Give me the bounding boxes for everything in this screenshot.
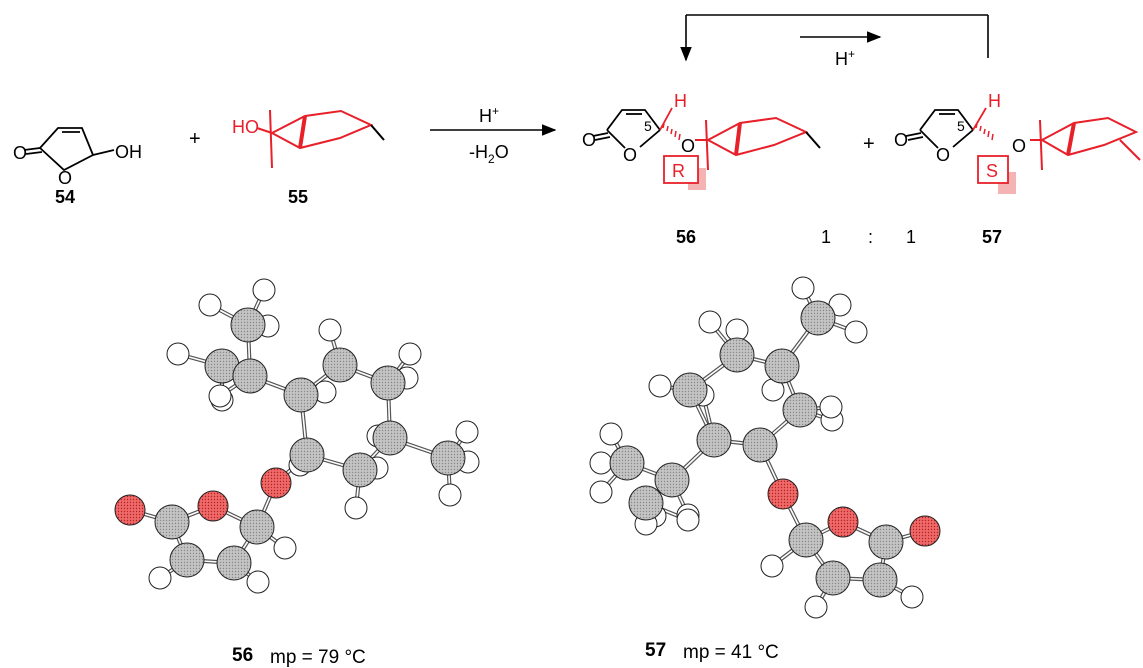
carbon-atom <box>719 337 755 373</box>
compound-56-ether-o: O <box>681 136 695 156</box>
arrow-catalyst: H+ <box>479 104 499 126</box>
carbon-atom <box>609 445 645 481</box>
hydrogen-atom <box>246 570 270 594</box>
carbon-atom <box>289 437 325 473</box>
compound-56-position: 5 <box>644 118 652 134</box>
oxygen-atom <box>114 494 146 526</box>
compound-56-ring-o: O <box>623 145 637 165</box>
carbon-atom <box>628 485 664 521</box>
compound-56-number: 56 <box>676 227 696 247</box>
compound-54-hydroxyl: OH <box>115 142 142 162</box>
hydrogen-atom <box>804 595 828 619</box>
carbon-atom <box>800 300 836 336</box>
ball-stick-model-57 <box>589 276 941 619</box>
carbon-atom <box>654 462 690 498</box>
compound-54-ring-o: O <box>58 168 72 188</box>
carbon-atom <box>283 377 319 413</box>
plus-sign-2: + <box>863 133 875 155</box>
hydrogen-atom <box>819 395 843 419</box>
compound-55-hydroxyl: HO <box>232 117 259 137</box>
carbon-atom <box>370 365 406 401</box>
hydrogen-atom <box>599 422 623 446</box>
compound-56-carbonyl-o: O <box>582 130 596 150</box>
carbon-atom <box>342 452 378 488</box>
hydrogen-atom <box>589 451 613 475</box>
carbon-atom <box>169 542 205 578</box>
carbon-atom <box>868 524 904 560</box>
hydrogen-atom <box>438 483 462 507</box>
compound-56-structure <box>592 107 821 190</box>
hydrogen-atom <box>791 276 815 300</box>
compound-57-structure <box>905 107 1141 194</box>
ratio-colon: : <box>868 227 873 247</box>
equilibrium-catalyst: H+ <box>835 47 855 69</box>
compound-55-number: 55 <box>288 187 308 207</box>
carbon-atom <box>372 420 408 456</box>
caption-56-mp: mp = 79 °C <box>270 647 366 668</box>
hydrogen-atom <box>398 342 422 366</box>
caption-57-number: 57 <box>645 640 666 661</box>
hydrogen-atom <box>698 310 722 334</box>
carbon-atom <box>239 509 275 545</box>
carbon-atom <box>862 562 898 598</box>
hydrogen-atom <box>166 342 190 366</box>
hydrogen-atom <box>455 420 479 444</box>
caption-56-number: 56 <box>232 645 253 666</box>
oxygen-atom <box>260 467 292 499</box>
carbon-atom <box>230 307 266 343</box>
ratio-left: 1 <box>821 227 831 247</box>
compound-57-carbonyl-o: O <box>894 130 908 150</box>
carbon-atom <box>232 358 268 394</box>
hydrogen-atom <box>318 318 342 342</box>
plus-sign-1: + <box>189 128 201 150</box>
hydrogen-atom <box>844 320 868 344</box>
compound-54-carbonyl-o: O <box>13 143 27 163</box>
compound-56-config: R <box>672 161 685 181</box>
compound-57-ring-o: O <box>936 145 950 165</box>
carbon-atom <box>782 392 818 428</box>
caption-57-mp: mp = 41 °C <box>683 642 779 663</box>
compound-56-h: H <box>674 91 687 111</box>
hydrogen-atom <box>208 384 232 408</box>
hydrogen-atom <box>252 278 276 302</box>
ball-stick-model-56 <box>114 278 480 594</box>
carbon-atom <box>216 545 252 581</box>
equilibrium-bracket <box>680 14 989 62</box>
carbon-atom <box>815 560 851 596</box>
hydrogen-atom <box>344 496 368 520</box>
hydrogen-atom <box>198 293 222 317</box>
oxygen-atom <box>767 478 799 510</box>
hydrogen-atom <box>273 536 297 560</box>
oxygen-atom <box>909 515 941 547</box>
oxygen-atom <box>827 506 859 538</box>
oxygen-atom <box>197 490 229 522</box>
hydrogen-atom <box>148 566 172 590</box>
compound-57-position: 5 <box>957 118 965 134</box>
compound-57-ether-o: O <box>1012 136 1026 156</box>
compound-54-structure <box>23 127 115 172</box>
compound-55-methyl <box>370 124 385 141</box>
carbon-atom <box>742 427 778 463</box>
compound-57-config: S <box>986 161 998 181</box>
arrow-byproduct: -H2O <box>469 142 509 166</box>
compound-57-number: 57 <box>982 227 1002 247</box>
carbon-atom <box>154 504 190 540</box>
carbon-atom <box>430 440 466 476</box>
carbon-atom <box>672 372 708 408</box>
carbon-atom <box>322 347 358 383</box>
compound-54-number: 54 <box>55 187 75 207</box>
hydrogen-atom <box>589 480 613 504</box>
hydrogen-atom <box>676 508 700 532</box>
compound-57-h: H <box>988 91 1001 111</box>
carbon-atom <box>764 348 800 384</box>
ratio-right: 1 <box>906 227 916 247</box>
hydrogen-atom <box>648 374 672 398</box>
hydrogen-atom <box>900 585 924 609</box>
compound-55-structure <box>256 109 374 169</box>
hydrogen-atom <box>760 554 784 578</box>
carbon-atom <box>788 522 824 558</box>
carbon-atom <box>696 422 732 458</box>
